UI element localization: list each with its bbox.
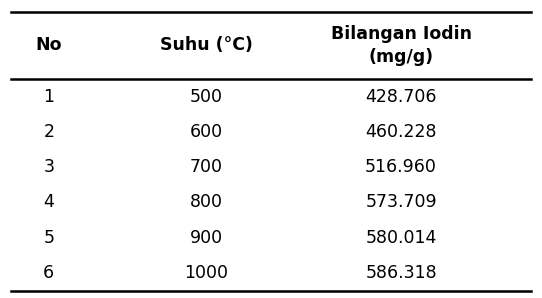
Text: 5: 5 xyxy=(43,229,54,247)
Text: 586.318: 586.318 xyxy=(365,264,437,282)
Text: Bilangan Iodin
(mg/g): Bilangan Iodin (mg/g) xyxy=(331,25,472,66)
Text: 516.960: 516.960 xyxy=(365,158,437,176)
Text: 2: 2 xyxy=(43,123,54,141)
Text: 500: 500 xyxy=(190,88,222,105)
Text: 1: 1 xyxy=(43,88,54,105)
Text: 573.709: 573.709 xyxy=(365,193,437,211)
Text: 3: 3 xyxy=(43,158,54,176)
Text: 700: 700 xyxy=(190,158,222,176)
Text: 4: 4 xyxy=(43,193,54,211)
Text: No: No xyxy=(36,36,62,55)
Text: 428.706: 428.706 xyxy=(365,88,437,105)
Text: 580.014: 580.014 xyxy=(365,229,437,247)
Text: 600: 600 xyxy=(189,123,223,141)
Text: 800: 800 xyxy=(190,193,222,211)
Text: 900: 900 xyxy=(189,229,223,247)
Text: 460.228: 460.228 xyxy=(365,123,437,141)
Text: 1000: 1000 xyxy=(184,264,228,282)
Text: Suhu (°C): Suhu (°C) xyxy=(159,36,253,55)
Text: 6: 6 xyxy=(43,264,54,282)
